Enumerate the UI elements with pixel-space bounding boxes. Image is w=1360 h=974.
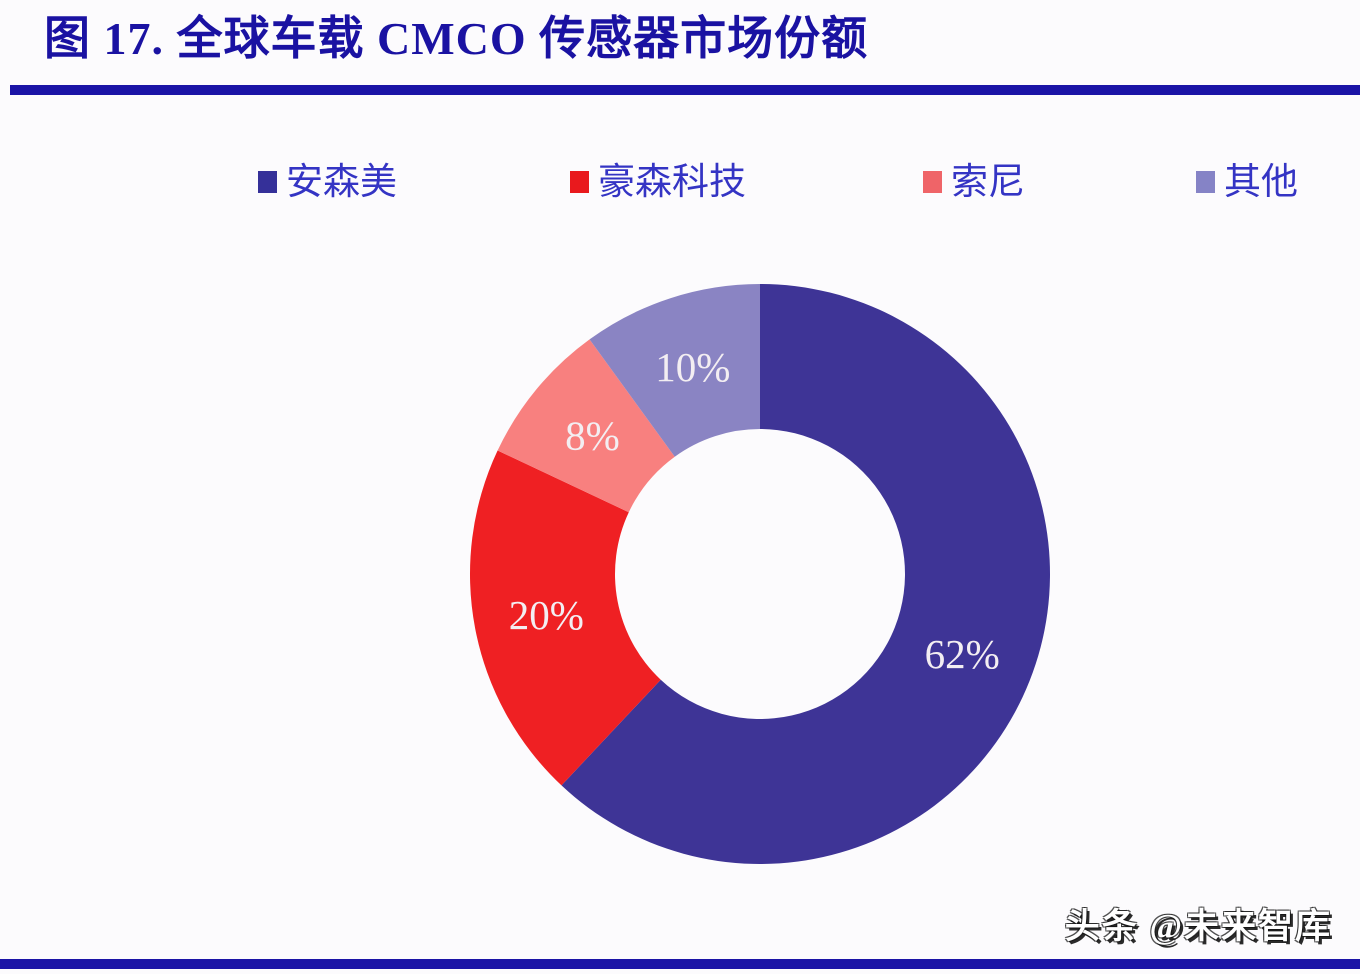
legend-label: 豪森科技 [598,161,746,203]
figure-title: 图 17. 全球车载 CMCO 传感器市场份额 [44,13,869,64]
pie-slice-label: 20% [509,592,584,638]
legend-label: 索尼 [951,161,1025,203]
pie-slice-3 [497,339,675,513]
legend-swatch-icon [923,171,942,193]
legend-label: 其他 [1224,161,1298,203]
pie-slice-label: 8% [565,412,620,458]
legend-item-1: 安森美 [258,158,397,206]
legend-swatch-icon [258,171,277,193]
legend-item-4: 其他 [1196,158,1298,206]
watermark: 头条 @未来智库 [1064,907,1332,946]
legend-swatch-icon [570,171,589,193]
legend-item-2: 豪森科技 [570,158,746,206]
bottom-divider [0,959,1360,969]
legend-item-3: 索尼 [923,158,1025,206]
title-divider [10,85,1360,95]
donut-chart: 62% 20% 8% 10% [469,284,1050,864]
pie-slice-label: 62% [925,631,1000,677]
pie-slice-4 [589,284,760,457]
pie-slice-2 [469,450,661,786]
legend-label: 安森美 [286,161,397,203]
pie-slice-label: 10% [655,344,730,390]
pie-slice-1 [561,284,1050,864]
legend-swatch-icon [1196,171,1215,193]
chart-legend: 安森美 豪森科技 索尼 其他 [0,158,1360,206]
